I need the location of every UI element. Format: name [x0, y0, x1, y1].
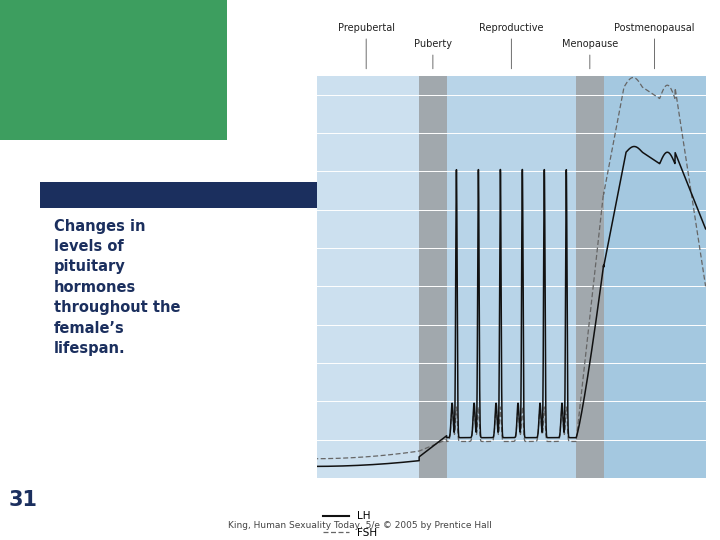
Y-axis label: mIU/ml: mIU/ml	[270, 258, 279, 295]
Text: Prepubertal: Prepubertal	[338, 23, 395, 69]
Bar	[576, 76, 603, 478]
Bar	[603, 76, 706, 478]
Text: Menopause: Menopause	[562, 39, 618, 69]
Text: Changes in
levels of
pituitary
hormones
throughout the
female’s
lifespan.: Changes in levels of pituitary hormones …	[54, 219, 181, 356]
Bar	[419, 76, 446, 478]
Text: Reproductive: Reproductive	[479, 23, 544, 69]
Bar	[446, 76, 576, 478]
Text: King, Human Sexuality Today, 5/e © 2005 by Prentice Hall: King, Human Sexuality Today, 5/e © 2005 …	[228, 521, 492, 530]
Text: Postmenopausal: Postmenopausal	[614, 23, 695, 69]
Legend: LH, FSH: LH, FSH	[318, 507, 382, 540]
Text: 31: 31	[9, 490, 37, 510]
Text: Puberty: Puberty	[414, 39, 452, 69]
Bar	[313, 76, 419, 478]
